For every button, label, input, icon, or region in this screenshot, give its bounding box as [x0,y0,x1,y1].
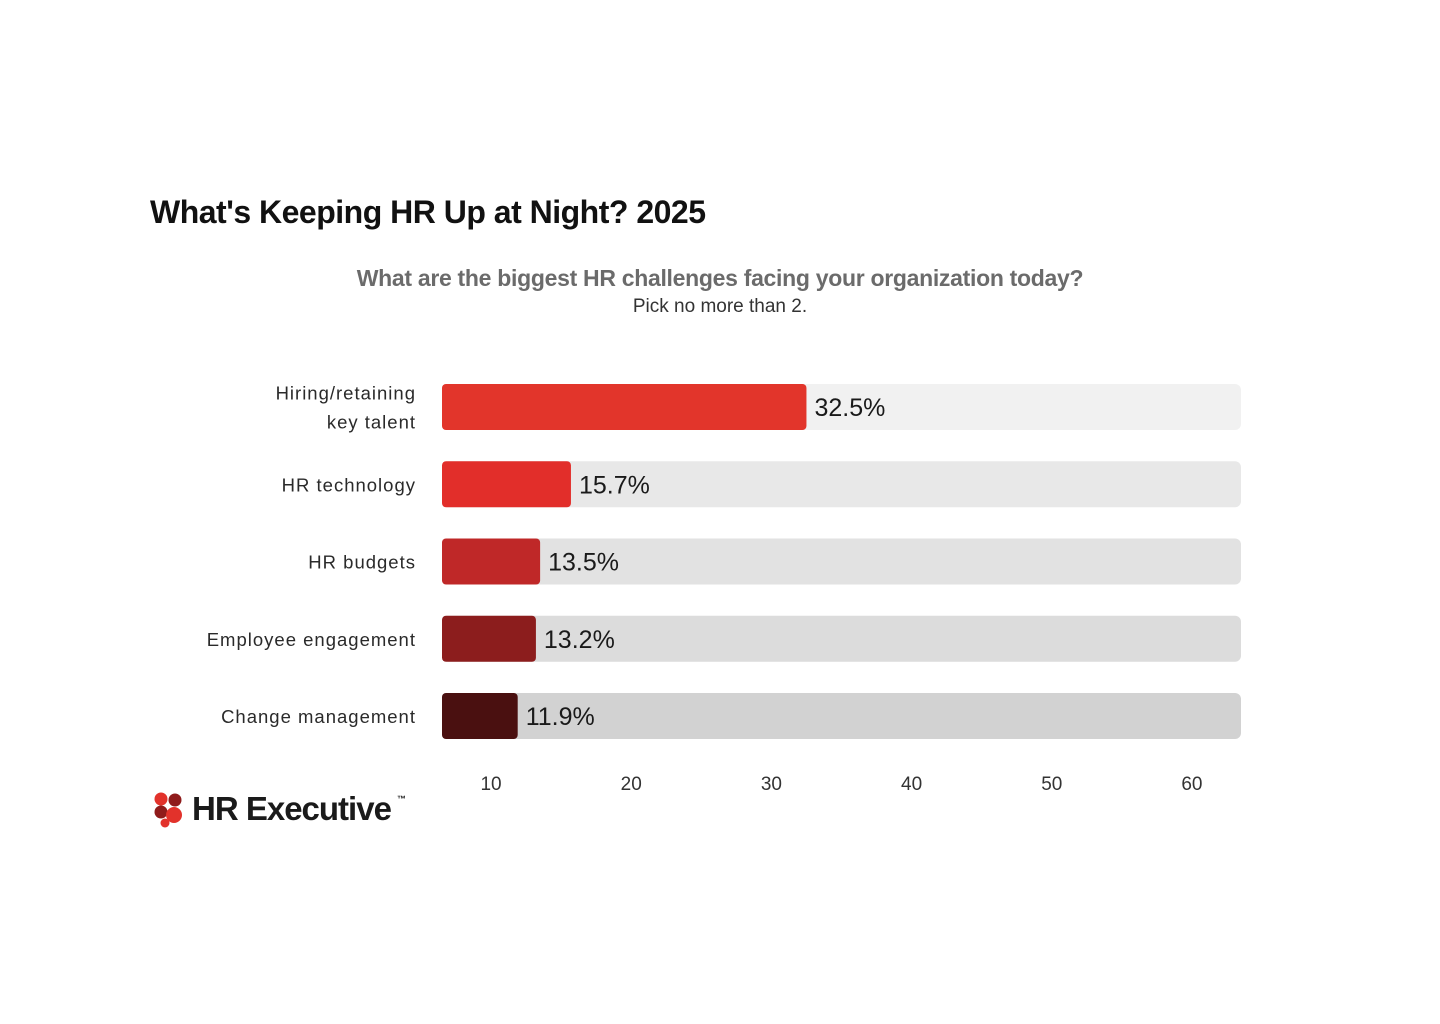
x-tick-label: 40 [901,774,922,795]
category-label: Hiring/retaining [276,383,416,404]
x-tick-label: 30 [761,774,782,795]
survey-question: What are the biggest HR challenges facin… [356,265,1084,291]
bar-value-label: 13.2% [544,626,615,654]
bar-track [442,693,1241,739]
bar [442,538,541,585]
x-tick-label: 50 [1041,774,1062,795]
bar-track [442,461,1241,508]
brand-name: HR Executive [192,790,392,827]
cluster-of-circles-icon [154,792,182,828]
bar [442,693,518,739]
bar-track [442,615,1241,662]
chart-title: What's Keeping HR Up at Night? 2025 [150,194,706,230]
x-tick-label: 20 [621,774,642,795]
category-label: key talent [327,412,416,433]
bar-value-label: 32.5% [814,394,885,422]
bar [442,461,571,508]
category-label: HR technology [282,474,416,495]
category-label: HR budgets [308,552,416,573]
bar [442,384,807,430]
bar [442,615,536,662]
bar-value-label: 13.5% [548,549,619,577]
x-tick-label: 10 [480,774,501,795]
category-label: Employee engagement [207,629,416,650]
trademark-mark: ™ [396,794,406,804]
brand-logo: HR Executive ™ [152,790,406,828]
bar-track [442,538,1241,585]
x-tick-label: 60 [1181,774,1202,795]
category-label: Change management [221,706,416,727]
bar-value-label: 11.9% [526,703,595,731]
bar-value-label: 15.7% [579,471,650,499]
survey-instruction: Pick no more than 2. [632,296,808,317]
